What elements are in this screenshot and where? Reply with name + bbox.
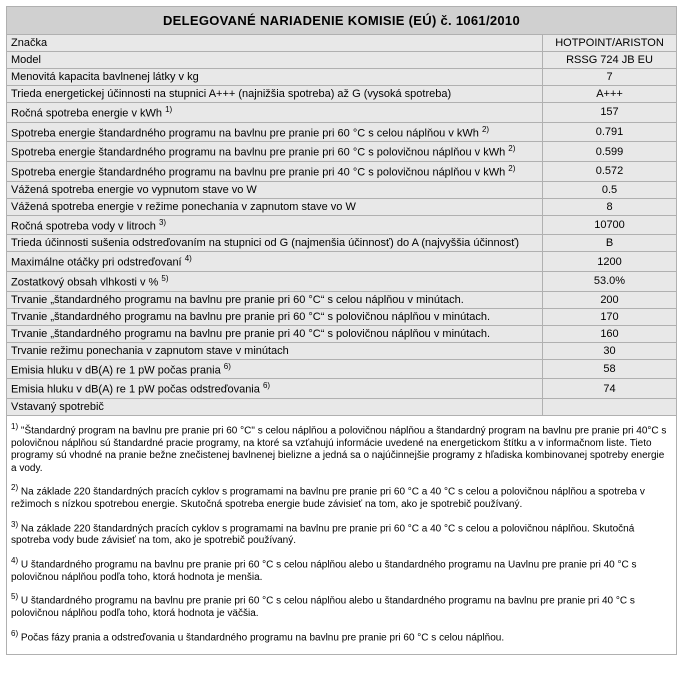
spec-label: Spotreba energie štandardného programu n… [7,122,543,142]
spec-value: 30 [543,342,677,359]
title-row: DELEGOVANÉ NARIADENIE KOMISIE (EÚ) č. 10… [7,7,677,35]
spec-value: 10700 [543,215,677,235]
footnote-ref: 6) [224,362,231,371]
footnote: 5) U štandardného programu na bavlnu pre… [11,592,672,620]
spec-row: Trvanie „štandardného programu na bavlnu… [7,325,677,342]
footnote-ref: 5) [161,274,168,283]
spec-value: 0.572 [543,161,677,181]
spec-row: Trvanie „štandardného programu na bavlnu… [7,308,677,325]
brand-label: Značka [7,35,543,52]
brand-value: HOTPOINT/ARISTON [543,35,677,52]
footnote-num: 5) [11,592,18,601]
footnote-ref: 2) [508,144,515,153]
spec-label: Ročná spotreba vody v litroch 3) [7,215,543,235]
spec-row: Spotreba energie štandardného programu n… [7,122,677,142]
spec-label: Vstavaný spotrebič [7,398,543,415]
brand-row: Značka HOTPOINT/ARISTON [7,35,677,52]
spec-row: Emisia hluku v dB(A) re 1 pW počas prani… [7,359,677,379]
spec-label: Ročná spotreba energie v kWh 1) [7,103,543,123]
spec-label: Menovitá kapacita bavlnenej látky v kg [7,69,543,86]
spec-value: 8 [543,198,677,215]
spec-label: Vážená spotreba energie vo vypnutom stav… [7,181,543,198]
spec-value: 0.599 [543,142,677,162]
spec-label: Vážená spotreba energie v režime ponecha… [7,198,543,215]
footnote: 1) "Štandardný program na bavlnu pre pra… [11,422,672,475]
spec-label: Trvanie „štandardného programu na bavlnu… [7,325,543,342]
spec-row: Vstavaný spotrebič [7,398,677,415]
spec-label: Zostatkový obsah vlhkosti v % 5) [7,271,543,291]
spec-row: Vážená spotreba energie vo vypnutom stav… [7,181,677,198]
spec-label: Trvanie „štandardného programu na bavlnu… [7,291,543,308]
spec-table: DELEGOVANÉ NARIADENIE KOMISIE (EÚ) č. 10… [6,6,677,416]
spec-row: Ročná spotreba vody v litroch 3)10700 [7,215,677,235]
footnote-num: 3) [11,520,18,529]
spec-row: Vážená spotreba energie v režime ponecha… [7,198,677,215]
spec-value: B [543,235,677,252]
spec-value: 157 [543,103,677,123]
spec-value: 53.0% [543,271,677,291]
spec-value: 200 [543,291,677,308]
spec-label: Emisia hluku v dB(A) re 1 pW počas prani… [7,359,543,379]
spec-row: Spotreba energie štandardného programu n… [7,142,677,162]
footnote: 6) Počas fázy prania a odstreďovania u š… [11,629,672,645]
spec-row: Zostatkový obsah vlhkosti v % 5)53.0% [7,271,677,291]
spec-value: 170 [543,308,677,325]
spec-value: 160 [543,325,677,342]
footnote: 3) Na základe 220 štandardných pracích c… [11,520,672,548]
spec-row: Spotreba energie štandardného programu n… [7,161,677,181]
regulation-title: DELEGOVANÉ NARIADENIE KOMISIE (EÚ) č. 10… [7,7,677,35]
spec-value: 58 [543,359,677,379]
footnote: 2) Na základe 220 štandardných pracích c… [11,483,672,511]
spec-value: 74 [543,379,677,399]
spec-value: 0.5 [543,181,677,198]
spec-label: Trvanie „štandardného programu na bavlnu… [7,308,543,325]
spec-row: Emisia hluku v dB(A) re 1 pW počas odstr… [7,379,677,399]
spec-row: Trieda energetickej účinnosti na stupnic… [7,86,677,103]
footnote: 4) U štandardného programu na bavlnu pre… [11,556,672,584]
footnote-ref: 3) [159,218,166,227]
spec-row: Menovitá kapacita bavlnenej látky v kg7 [7,69,677,86]
model-row: Model RSSG 724 JB EU [7,52,677,69]
footnote-ref: 4) [185,254,192,263]
footnote-ref: 2) [508,164,515,173]
spec-label: Trvanie režimu ponechania v zapnutom sta… [7,342,543,359]
spec-row: Maximálne otáčky pri odstreďovaní 4)1200 [7,252,677,272]
spec-row: Trvanie „štandardného programu na bavlnu… [7,291,677,308]
spec-label: Emisia hluku v dB(A) re 1 pW počas odstr… [7,379,543,399]
model-value: RSSG 724 JB EU [543,52,677,69]
footnote-ref: 2) [482,125,489,134]
spec-value: 0.791 [543,122,677,142]
footnotes: 1) "Štandardný program na bavlnu pre pra… [7,416,677,655]
spec-row: Trvanie režimu ponechania v zapnutom sta… [7,342,677,359]
footnotes-wrapper: 1) "Štandardný program na bavlnu pre pra… [6,416,677,655]
spec-value: 1200 [543,252,677,272]
spec-label: Trieda účinnosti sušenia odstreďovaním n… [7,235,543,252]
footnote-num: 6) [11,629,18,638]
footnote-ref: 6) [263,381,270,390]
spec-label: Maximálne otáčky pri odstreďovaní 4) [7,252,543,272]
spec-label: Spotreba energie štandardného programu n… [7,142,543,162]
footnote-ref: 1) [165,105,172,114]
spec-value: A+++ [543,86,677,103]
spec-value: 7 [543,69,677,86]
spec-row: Trieda účinnosti sušenia odstreďovaním n… [7,235,677,252]
footnote-num: 2) [11,483,18,492]
model-label: Model [7,52,543,69]
footnote-num: 1) [11,422,18,431]
spec-label: Spotreba energie štandardného programu n… [7,161,543,181]
spec-value [543,398,677,415]
spec-label: Trieda energetickej účinnosti na stupnic… [7,86,543,103]
spec-row: Ročná spotreba energie v kWh 1)157 [7,103,677,123]
footnote-num: 4) [11,556,18,565]
